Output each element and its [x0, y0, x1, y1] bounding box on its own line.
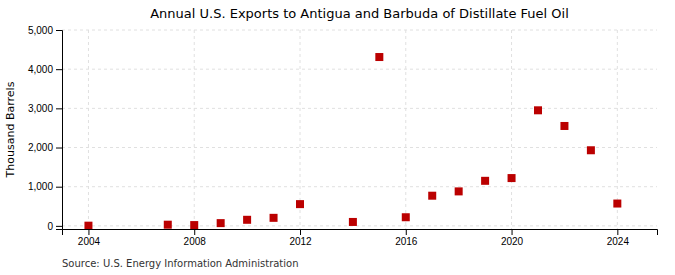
- x-tick-label: 2020: [501, 236, 524, 247]
- x-tick-label: 2024: [607, 236, 630, 247]
- x-tick: 2016: [395, 229, 418, 247]
- point: [508, 174, 516, 182]
- y-tick: 0: [47, 221, 62, 232]
- y-tick-label: 5,000: [28, 25, 53, 36]
- point: [349, 218, 357, 226]
- x-tick: 2024: [607, 229, 630, 247]
- point: [455, 187, 463, 195]
- point: [217, 219, 225, 227]
- y-tick-mark: [56, 226, 62, 227]
- plot: 2004 2008 2012 2016 2020 2024 0 1,000 2,000 3,000…: [28, 25, 658, 247]
- x-tick-label: 2016: [395, 236, 418, 247]
- point: [375, 53, 383, 61]
- point: [84, 222, 92, 229]
- grid-line-x: [405, 30, 406, 229]
- y-tick-label: 4,000: [28, 64, 53, 75]
- point: [560, 122, 568, 130]
- grid-line-y: [62, 186, 657, 187]
- point: [613, 200, 621, 208]
- x-tick-label: 2004: [78, 236, 101, 247]
- y-tick: 2,000: [28, 142, 62, 153]
- point: [270, 214, 278, 222]
- grid-line-x: [194, 30, 195, 229]
- x-tick-label: 2012: [289, 236, 312, 247]
- grid-line-x: [300, 30, 301, 229]
- grid-line-x: [617, 30, 618, 229]
- grid-line-x: [88, 30, 89, 229]
- x-tick: 2004: [78, 229, 101, 247]
- y-tick: 4,000: [28, 64, 62, 75]
- y-axis-line: [56, 31, 63, 230]
- y-tick-label: 1,000: [28, 181, 53, 192]
- grid-line-y: [62, 30, 657, 31]
- grid-line-x: [511, 30, 512, 229]
- x-tick-label: 2008: [184, 236, 207, 247]
- x-tick-mark: [406, 229, 407, 235]
- y-tick-mark: [56, 30, 62, 31]
- x-tick-mark: [194, 229, 195, 235]
- y-tick-mark: [56, 148, 62, 149]
- point: [481, 177, 489, 185]
- y-tick: 5,000: [28, 25, 62, 36]
- title: Annual U.S. Exports to Antigua and Barbu…: [150, 6, 569, 21]
- y-tick-label: 0: [47, 221, 53, 232]
- y-tick: 1,000: [28, 181, 62, 192]
- x-tick-mark: [617, 229, 618, 235]
- x-tick: 2020: [501, 229, 524, 247]
- point: [587, 146, 595, 154]
- x-axis-line: [63, 230, 658, 236]
- y-tick-mark: [56, 108, 62, 109]
- y-tick: 3,000: [28, 103, 62, 114]
- grid-line-y: [62, 108, 657, 109]
- chart: 2004 2008 2012 2016 2020 2024 0 1,000 2,000 3,000…: [0, 0, 675, 275]
- y-tick-mark: [56, 69, 62, 70]
- y-tick-label: 3,000: [28, 103, 53, 114]
- grid-line-y: [62, 225, 657, 226]
- point: [402, 213, 410, 221]
- y-tick-mark: [56, 187, 62, 188]
- x-tick: 2008: [184, 229, 207, 247]
- point: [534, 106, 542, 114]
- grid-line-y: [62, 69, 657, 70]
- x-tick-mark: [512, 229, 513, 235]
- point: [428, 192, 436, 200]
- y-axis-label: Thousand Barrels: [4, 81, 17, 178]
- x-axis: 2004 2008 2012 2016 2020 2024: [63, 229, 658, 247]
- y-axis: 0 1,000 2,000 3,000 4,000 5,000: [28, 25, 63, 232]
- point: [243, 216, 251, 224]
- y-tick-label: 2,000: [28, 142, 53, 153]
- point: [164, 221, 172, 229]
- grid: [62, 30, 657, 229]
- x-tick-mark: [300, 229, 301, 235]
- grid-line-y: [62, 147, 657, 148]
- x-tick: 2012: [289, 229, 312, 247]
- marks: [84, 53, 621, 229]
- annotation: Source: U.S. Energy Information Administ…: [62, 258, 299, 269]
- point: [190, 221, 198, 229]
- x-tick-mark: [88, 229, 89, 235]
- point: [296, 200, 304, 208]
